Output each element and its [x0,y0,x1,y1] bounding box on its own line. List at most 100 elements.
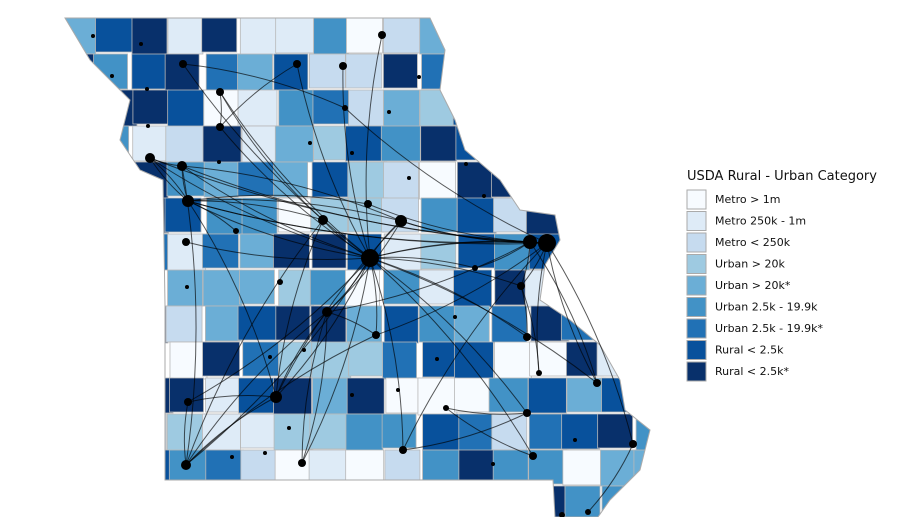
node [417,75,421,79]
county [527,377,567,414]
county-layer [65,18,650,517]
edge [587,443,634,513]
county [133,305,169,344]
county [633,18,650,53]
county [164,53,200,92]
node [573,438,577,442]
county [169,377,204,413]
county [598,233,639,270]
county [494,341,532,380]
legend-label: Urban > 20k [715,258,785,271]
county [566,233,607,269]
county [65,449,96,485]
county [273,413,313,451]
legend-label: Urban 2.5k - 19.9k* [715,322,823,335]
county [167,18,204,55]
node [523,333,531,341]
county [237,305,278,341]
county [566,53,604,90]
county [346,18,383,54]
county [65,233,99,269]
county [65,377,100,413]
county [349,485,387,517]
node [378,31,386,39]
county [345,413,384,452]
county [132,89,170,125]
edge [369,256,476,269]
county [201,18,238,53]
node [318,215,328,225]
county [95,18,133,53]
node [491,462,495,466]
county [422,449,460,487]
county [564,485,601,517]
county [494,485,529,517]
edge [402,412,528,451]
edge [181,165,402,222]
node [350,151,354,155]
legend-swatch [686,232,707,253]
node [139,42,143,46]
county [456,53,494,91]
node [185,285,189,289]
edge [365,34,383,259]
node [372,331,380,339]
legend-swatch [686,361,707,382]
node [529,452,537,460]
edge [369,257,528,338]
county [596,341,632,377]
county [600,18,641,56]
edge [301,311,328,464]
county [456,197,497,234]
county [345,449,385,487]
county [598,305,639,343]
edge [369,257,534,457]
node [146,124,150,128]
edge [275,257,371,398]
edge [445,407,528,415]
county [601,377,638,413]
legend-swatch [686,254,707,274]
county [166,413,207,452]
county [524,89,560,126]
edge [219,126,371,259]
state-outline [64,17,651,517]
county [561,125,598,162]
edge [187,395,277,403]
county [600,449,639,487]
edge [536,242,548,374]
node [110,74,114,78]
county [65,18,97,55]
edge [369,257,522,287]
node [464,162,468,166]
legend-label: Metro 250k - 1m [715,215,806,228]
node [216,88,224,96]
county [240,413,277,449]
county [311,161,349,198]
county [278,485,315,517]
node [523,409,531,417]
edge [219,63,298,128]
county [273,53,309,91]
county [602,125,638,162]
county [311,341,352,380]
edge [546,242,598,384]
county [241,125,280,163]
county [345,53,383,89]
county [458,413,497,452]
county [420,233,457,270]
county [65,125,98,164]
county [383,53,418,89]
county [638,125,650,161]
county [129,341,165,378]
county [203,89,244,127]
node [179,60,187,68]
county [526,485,566,517]
node [396,388,400,392]
edge [375,242,548,336]
edge [301,311,328,464]
node [395,215,407,227]
county [131,18,168,56]
county [237,89,278,127]
node [216,123,224,131]
